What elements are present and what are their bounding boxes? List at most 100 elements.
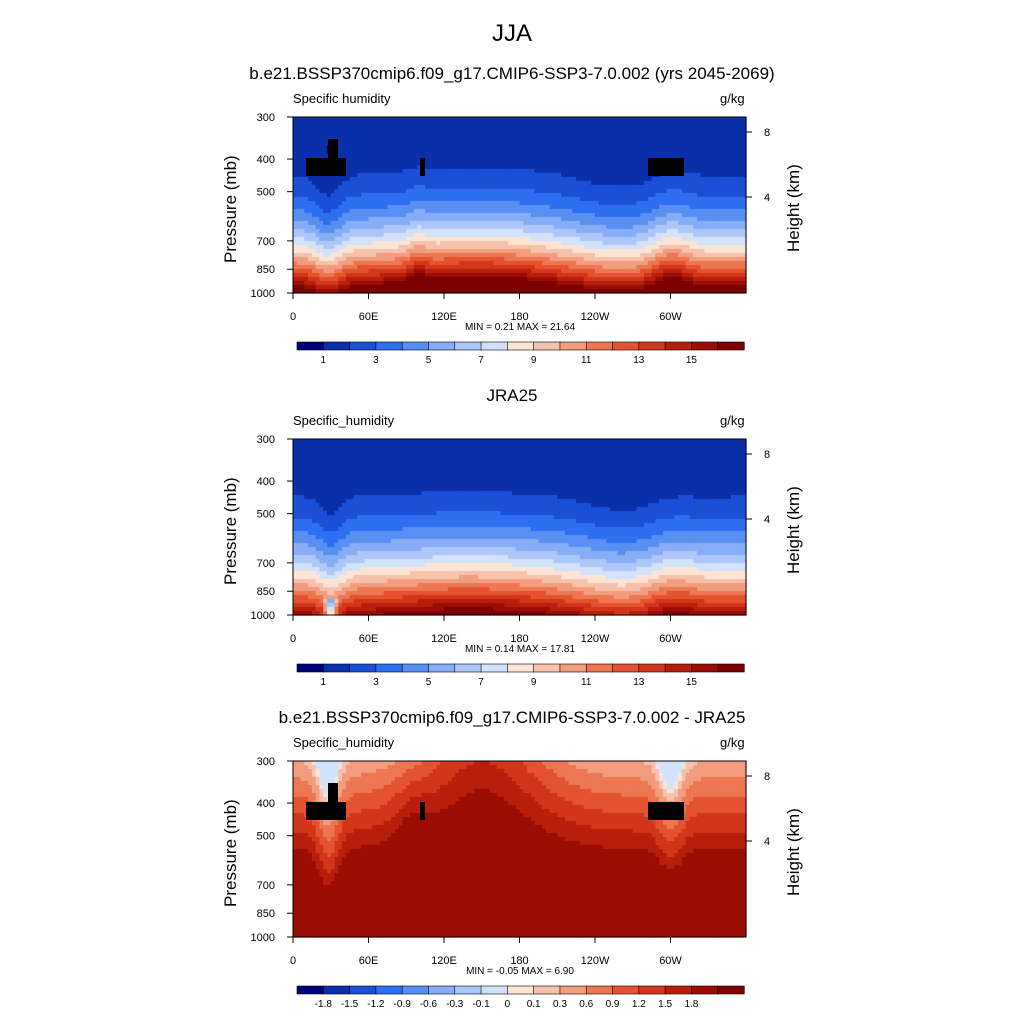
heatmap-cell — [666, 117, 672, 122]
heatmap-cell — [440, 153, 445, 158]
heatmap-cell — [557, 273, 562, 278]
heatmap-cell — [587, 269, 592, 274]
heatmap-cell — [357, 133, 362, 138]
heatmap-cell — [587, 221, 592, 226]
heatmap-cell — [410, 145, 415, 150]
heatmap-cell — [349, 149, 355, 154]
heatmap-cell — [357, 245, 362, 250]
heatmap-cell — [666, 273, 672, 278]
heatmap-cell — [655, 273, 660, 278]
heatmap-cell — [549, 201, 555, 206]
heatmap-cell — [485, 281, 490, 286]
heatmap-cell — [583, 149, 589, 154]
heatmap-cell — [304, 133, 309, 138]
heatmap-cell — [413, 185, 419, 190]
heatmap-cell — [640, 265, 645, 270]
heatmap-cell — [477, 165, 483, 170]
heatmap-cell — [489, 193, 494, 198]
heatmap-cell — [693, 253, 698, 258]
heatmap-cell — [326, 281, 332, 286]
heatmap-cell — [662, 237, 668, 242]
heatmap-cell — [379, 149, 385, 154]
heatmap-cell — [719, 121, 724, 126]
heatmap-cell — [723, 217, 728, 222]
heatmap-cell — [470, 213, 475, 218]
heatmap-cell — [481, 193, 487, 198]
heatmap-cell — [477, 273, 483, 278]
heatmap-cell — [640, 261, 645, 266]
heatmap-cell — [742, 261, 747, 266]
heatmap-cell — [379, 241, 385, 246]
heatmap-cell — [670, 253, 675, 258]
heatmap-cell — [583, 229, 589, 234]
heatmap-cell — [311, 241, 317, 246]
heatmap-cell — [538, 249, 543, 254]
heatmap-cell — [406, 241, 411, 246]
heatmap-cell — [304, 229, 309, 234]
heatmap-cell — [715, 277, 721, 282]
heatmap-cell — [689, 261, 694, 266]
heatmap-cell — [402, 189, 407, 194]
heatmap-cell — [493, 221, 498, 226]
heatmap-cell — [662, 141, 668, 146]
heatmap-cell — [394, 281, 400, 286]
heatmap-cell — [700, 173, 706, 178]
heatmap-cell — [662, 177, 668, 182]
heatmap-cell — [304, 269, 309, 274]
heatmap-cell — [636, 165, 641, 170]
heatmap-cell — [345, 269, 351, 274]
heatmap-cell — [693, 141, 698, 146]
heatmap-cell — [402, 249, 407, 254]
heatmap-cell — [602, 129, 607, 134]
heatmap-cell — [357, 193, 362, 198]
heatmap-cell — [489, 125, 494, 130]
heatmap-cell — [447, 157, 453, 162]
heatmap-cell — [719, 189, 724, 194]
heatmap-cell — [496, 133, 502, 138]
heatmap-cell — [326, 273, 332, 278]
heatmap-cell — [696, 253, 702, 258]
heatmap-cell — [293, 125, 298, 130]
heatmap-cell — [466, 141, 472, 146]
heatmap-cell — [394, 177, 400, 182]
heatmap-cell — [715, 253, 721, 258]
heatmap-cell — [508, 193, 513, 198]
heatmap-cell — [398, 241, 404, 246]
heatmap-cell — [545, 201, 551, 206]
heatmap-cell — [708, 125, 713, 130]
heatmap-cell — [640, 225, 645, 230]
heatmap-cell — [625, 149, 630, 154]
heatmap-cell — [542, 149, 547, 154]
heatmap-cell — [511, 149, 517, 154]
heatmap-cell — [523, 125, 528, 130]
heatmap-cell — [477, 173, 483, 178]
heatmap-cell — [685, 189, 690, 194]
heatmap-cell — [715, 121, 721, 126]
heatmap-cell — [621, 181, 626, 186]
heatmap-cell — [428, 189, 434, 194]
heatmap-cell — [410, 177, 415, 182]
heatmap-cell — [708, 201, 713, 206]
heatmap-cell — [606, 225, 611, 230]
heatmap-cell — [508, 181, 513, 186]
heatmap-cell — [610, 173, 615, 178]
heatmap-cell — [402, 161, 407, 166]
heatmap-cell — [572, 249, 577, 254]
heatmap-cell — [693, 241, 698, 246]
heatmap-cell — [308, 137, 313, 142]
heatmap-cell — [508, 165, 513, 170]
heatmap-cell — [428, 277, 434, 282]
heatmap-cell — [738, 269, 743, 274]
heatmap-cell — [598, 125, 604, 130]
heatmap-cell — [515, 169, 521, 174]
heatmap-cell — [561, 141, 566, 146]
heatmap-cell — [421, 217, 426, 222]
heatmap-cell — [459, 137, 464, 142]
heatmap-cell — [349, 201, 355, 206]
heatmap-cell — [685, 213, 690, 218]
heatmap-cell — [704, 157, 709, 162]
heatmap-cell — [511, 161, 517, 166]
heatmap-cell — [681, 169, 687, 174]
heatmap-cell — [523, 153, 528, 158]
heatmap-cell — [368, 277, 373, 282]
